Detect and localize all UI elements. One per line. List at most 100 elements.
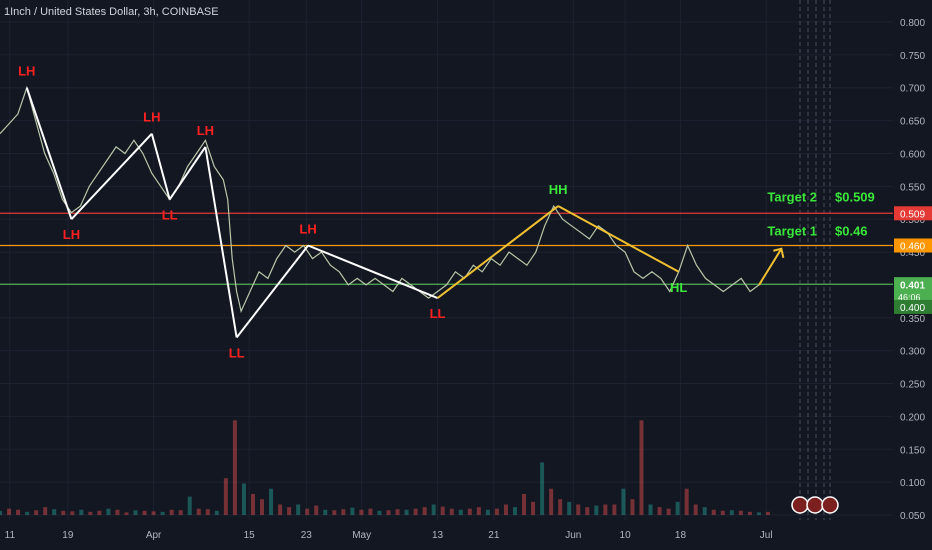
x-tick-label: 15 bbox=[244, 530, 256, 541]
volume-bar bbox=[422, 507, 427, 515]
volume-bar bbox=[576, 504, 581, 515]
y-tick-label: 0.250 bbox=[900, 380, 925, 391]
y-tick-label: 0.500 bbox=[900, 215, 925, 226]
volume-bar bbox=[260, 499, 265, 515]
pattern-lines bbox=[25, 87, 785, 339]
volume-bar bbox=[657, 507, 662, 515]
pattern-line bbox=[150, 133, 171, 200]
volume-bar bbox=[287, 507, 292, 515]
grid bbox=[0, 0, 893, 520]
volume-bar bbox=[241, 483, 246, 515]
current-price-text: 0.401 bbox=[900, 280, 925, 291]
volume-bar bbox=[106, 508, 111, 515]
volume-bar bbox=[720, 510, 725, 515]
volume-bar bbox=[395, 509, 400, 515]
x-axis-bg bbox=[0, 521, 932, 550]
volume-bar bbox=[205, 509, 210, 515]
y-tick-label: 0.100 bbox=[900, 478, 925, 489]
volume-bar bbox=[278, 504, 283, 515]
volume-bar bbox=[350, 507, 355, 515]
volume-bar bbox=[549, 488, 554, 515]
volume-bar bbox=[765, 511, 770, 515]
volume-bar bbox=[503, 504, 508, 515]
volume-bar bbox=[52, 509, 57, 515]
pattern-line bbox=[557, 205, 680, 273]
pattern-line bbox=[70, 133, 153, 220]
volume-bar bbox=[25, 511, 30, 515]
y-tick-label: 0.350 bbox=[900, 314, 925, 325]
y-tick-label: 0.300 bbox=[900, 347, 925, 358]
y-tick-label: 0.550 bbox=[900, 182, 925, 193]
volume-bar bbox=[440, 506, 445, 515]
volume-bar bbox=[702, 507, 707, 515]
volume-bar bbox=[187, 496, 192, 515]
volume-bar bbox=[621, 488, 626, 515]
pattern-label: LH bbox=[18, 64, 35, 79]
volume-bar bbox=[196, 508, 201, 515]
volume-bar bbox=[341, 509, 346, 515]
volume-bar bbox=[458, 509, 463, 515]
x-tick-label: 18 bbox=[675, 530, 687, 541]
volume-bar bbox=[359, 509, 364, 515]
x-tick-label: 21 bbox=[488, 530, 500, 541]
volume-bar bbox=[693, 504, 698, 515]
volume-bar bbox=[97, 510, 102, 515]
volume-bar bbox=[522, 493, 527, 515]
x-tick-label: 13 bbox=[432, 530, 444, 541]
volume-bar bbox=[223, 478, 228, 515]
volume-bar bbox=[684, 488, 689, 515]
pattern-label: LH bbox=[143, 110, 160, 125]
event-icon[interactable] bbox=[821, 496, 839, 514]
volume-bar bbox=[639, 420, 644, 515]
volume-bar bbox=[404, 509, 409, 515]
x-axis: 11 19 Apr 15 23 May 13 21 Jun 10 18 Jul bbox=[0, 521, 932, 550]
volume-bar bbox=[70, 511, 75, 515]
volume-bar bbox=[250, 493, 255, 515]
y-tick-label: 0.600 bbox=[900, 149, 925, 160]
pattern-label: LH bbox=[63, 227, 80, 242]
x-tick-label: 23 bbox=[301, 530, 313, 541]
pattern-labels: LH LH LH LL LH LL LH LL HH HL bbox=[18, 64, 687, 361]
pattern-label: LL bbox=[229, 346, 245, 361]
volume-bar bbox=[711, 509, 716, 515]
volume-bar bbox=[232, 420, 237, 515]
y-tick-label: 0.750 bbox=[900, 51, 925, 62]
volume-bar bbox=[79, 509, 84, 515]
x-tick-label: 10 bbox=[620, 530, 632, 541]
event-icon[interactable] bbox=[791, 496, 809, 514]
volume-bar bbox=[269, 488, 274, 515]
volume-bars bbox=[0, 420, 770, 515]
pattern-line bbox=[436, 205, 559, 299]
volume-bar bbox=[61, 510, 66, 515]
pattern-label: LH bbox=[299, 221, 316, 236]
projection-arrowhead bbox=[773, 247, 785, 258]
pattern-label: HL bbox=[670, 280, 687, 295]
event-icon[interactable] bbox=[806, 496, 824, 514]
pattern-line bbox=[307, 244, 438, 300]
target-label: Target 2 bbox=[767, 189, 817, 204]
volume-bar bbox=[0, 510, 2, 515]
volume-bar bbox=[296, 504, 301, 515]
volume-bar bbox=[178, 510, 183, 515]
volume-bar bbox=[413, 508, 418, 515]
volume-bar bbox=[747, 511, 752, 515]
low-price-text: 0.400 bbox=[900, 303, 925, 314]
y-tick-label: 0.150 bbox=[900, 445, 925, 456]
targets: Target 2 $0.509 Target 1 $0.46 bbox=[767, 189, 874, 238]
volume-bar bbox=[314, 505, 319, 515]
x-tick-label: 19 bbox=[62, 530, 74, 541]
x-tick-label: 11 bbox=[5, 530, 16, 541]
volume-bar bbox=[531, 501, 536, 515]
volume-bar bbox=[494, 508, 499, 515]
volume-bar bbox=[386, 510, 391, 515]
x-tick-label: May bbox=[352, 530, 371, 541]
pattern-line bbox=[204, 146, 238, 338]
level-badge bbox=[894, 238, 932, 253]
volume-bar bbox=[585, 507, 590, 515]
y-axis-bg bbox=[893, 0, 932, 550]
pattern-label: LL bbox=[162, 207, 178, 222]
volume-bar bbox=[738, 510, 743, 515]
volume-bar bbox=[88, 511, 93, 515]
y-tick-label: 0.450 bbox=[900, 248, 925, 259]
